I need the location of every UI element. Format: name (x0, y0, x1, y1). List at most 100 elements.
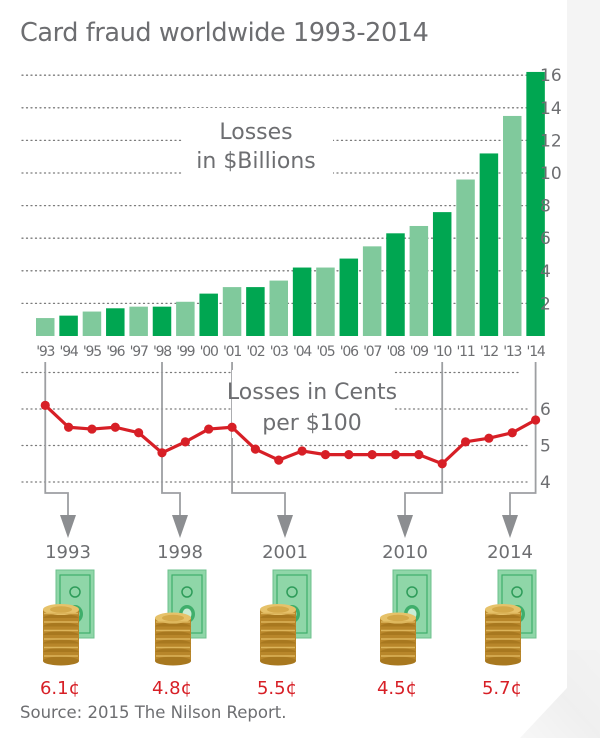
bar-94 (59, 315, 78, 336)
page-edge-strip (567, 0, 600, 738)
callout-value: 4.5¢ (377, 678, 417, 699)
bar-y-tick: 8 (540, 197, 551, 217)
callout-1998: 1998 4.8¢ (152, 542, 207, 699)
bar-03 (269, 280, 288, 336)
coin-stack-icon (380, 612, 416, 666)
bar-14 (526, 71, 545, 336)
bar-y-tick: 10 (540, 164, 562, 184)
line-point-2010 (437, 459, 447, 469)
line-y-tick: 5 (540, 437, 551, 457)
connector-2014 (509, 362, 537, 520)
line-point-2007 (367, 450, 377, 460)
callout-connectors (44, 362, 537, 538)
callout-value: 5.7¢ (482, 678, 522, 699)
callout-year-label: 2014 (487, 542, 533, 563)
line-annotation: Losses in Cents per $100 (227, 370, 397, 438)
bar-06 (339, 258, 359, 336)
bar-x-tick: '01 (223, 344, 241, 360)
callout-value: 6.1¢ (40, 678, 80, 699)
line-point-1997 (134, 428, 144, 438)
bar-x-tick: '06 (340, 344, 359, 360)
line-series (40, 400, 541, 469)
bill-seal (69, 586, 81, 598)
callout-2014: 2014 5.7¢ (482, 542, 537, 699)
bar-96 (106, 308, 125, 336)
callout-value: 4.8¢ (152, 678, 192, 699)
line-point-2012 (484, 433, 494, 443)
bar-x-tick: '10 (433, 344, 451, 360)
bar-x-tick: '14 (527, 344, 546, 360)
bar-y-tick: 6 (540, 229, 551, 249)
bill-seal (181, 586, 193, 598)
coin-top-inner (267, 606, 289, 613)
line-point-2001 (227, 422, 237, 432)
line-point-2004 (297, 446, 307, 456)
callout-year-label: 1993 (45, 542, 91, 563)
line-point-2005 (320, 450, 331, 460)
connector-1993 (44, 362, 69, 520)
bill-seal (511, 586, 523, 598)
arrow-down-icon (60, 515, 76, 538)
bar-02 (246, 287, 265, 336)
callout-year-label: 2001 (262, 542, 308, 563)
line-point-2011 (460, 437, 471, 447)
bar-y-axis-ticks: 2 4 6 8 10 12 14 16 (540, 66, 562, 314)
line-point-2014 (531, 415, 541, 425)
bar-12 (479, 153, 499, 336)
line-point-1998 (157, 448, 167, 458)
bar-x-tick: '07 (363, 344, 381, 360)
bar-13 (503, 115, 522, 336)
coin-stack-icon (260, 604, 296, 666)
callout-year-label: 1998 (157, 542, 203, 563)
arrow-down-icon (277, 515, 293, 538)
bar-x-tick: '11 (457, 344, 475, 360)
coin-bottom (485, 656, 521, 666)
callout-1993: 1993 6.1¢ (40, 542, 95, 699)
line-annotation-line-1: Losses in Cents (227, 380, 397, 405)
callout-2010: 2010 4.5¢ (377, 542, 432, 699)
bar-97 (129, 306, 148, 336)
callouts: 1993 6.1¢ 1998 4.8¢ 2001 5.5¢ 2010 4.5¢ 2014 5.7¢ (40, 542, 537, 699)
bar-annotation: Losses in $Billions (183, 108, 333, 188)
coin-stack-icon (43, 604, 79, 666)
bar-04 (292, 267, 312, 336)
bar-x-tick: '95 (83, 344, 101, 360)
line-y-axis-ticks: 4 5 6 (540, 400, 551, 493)
bar-x-tick: '97 (130, 344, 148, 360)
bar-09 (409, 225, 429, 336)
bar-x-tick: '03 (270, 344, 288, 360)
bar-11 (456, 179, 475, 336)
bar-x-tick: '00 (200, 344, 218, 360)
line-point-2002 (250, 444, 260, 454)
line-point-1999 (180, 437, 190, 447)
coin-bottom (260, 656, 296, 666)
line-point-2006 (344, 450, 354, 460)
bar-07 (362, 246, 382, 336)
coin-top-inner (162, 614, 184, 622)
fraud-rate-line (44, 404, 537, 466)
bar-annotation-line-1: Losses (219, 120, 292, 145)
bill-seal (286, 586, 298, 598)
line-point-2009 (414, 450, 424, 460)
arrow-down-icon (172, 515, 188, 538)
arrow-down-icon (397, 515, 413, 538)
page-curl (520, 650, 600, 738)
connector-1998 (161, 362, 181, 520)
bar-x-tick: '13 (503, 344, 521, 360)
coin-bottom (43, 656, 79, 666)
callout-value: 5.5¢ (257, 678, 297, 699)
bar-annotation-line-2: in $Billions (196, 149, 315, 174)
chart-title: Card fraud worldwide 1993-2014 (20, 18, 429, 48)
bar-95 (82, 311, 102, 336)
bill-body (392, 569, 432, 639)
coin-bottom (380, 656, 416, 666)
bar-98 (152, 306, 172, 336)
coin-top-inner (492, 606, 514, 613)
connector-2010 (404, 362, 444, 520)
bar-y-tick: 16 (540, 66, 562, 86)
line-point-2013 (507, 428, 517, 438)
source-note: Source: 2015 The Nilson Report. (20, 703, 287, 722)
line-annotation-line-2: per $100 (262, 411, 362, 436)
bar-x-tick: '98 (153, 344, 171, 360)
